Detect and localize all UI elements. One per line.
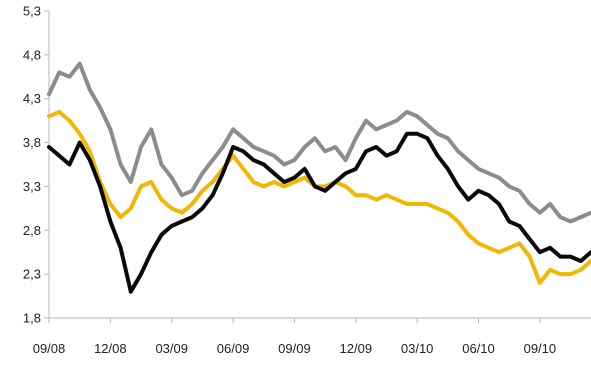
series-line-3	[47, 131, 591, 294]
x-tick-label: 12/08	[94, 341, 127, 356]
series-line-2	[47, 109, 591, 285]
y-tick-label: 3,8	[23, 135, 41, 150]
x-tick-label: 09/09	[278, 341, 311, 356]
x-axis-ticks: 09/08 12/08 03/09 06/09 09/09 12/09 03/10 06/10…	[33, 318, 556, 356]
y-tick-label: 3,3	[23, 179, 41, 194]
y-tick-label: 4,8	[23, 47, 41, 62]
x-tick-label: 03/09	[155, 341, 188, 356]
y-axis-ticks: 1,8 2,3 2,8 3,3 3,8 4,3 4,8 5,3	[23, 4, 49, 326]
x-tick-label: 03/10	[401, 341, 434, 356]
y-tick-label: 5,3	[23, 4, 41, 19]
x-tick-label: 09/08	[33, 341, 66, 356]
series-line-1	[47, 61, 591, 224]
x-tick-label: 06/10	[462, 341, 495, 356]
x-tick-label: 06/09	[217, 341, 250, 356]
x-tick-label: 12/09	[340, 341, 373, 356]
y-tick-label: 4,3	[23, 91, 41, 106]
series-lines	[47, 61, 591, 294]
y-tick-label: 2,3	[23, 267, 41, 282]
y-tick-label: 1,8	[23, 311, 41, 326]
axes	[48, 11, 591, 319]
y-tick-label: 2,8	[23, 223, 41, 238]
x-tick-label: 09/10	[524, 341, 557, 356]
